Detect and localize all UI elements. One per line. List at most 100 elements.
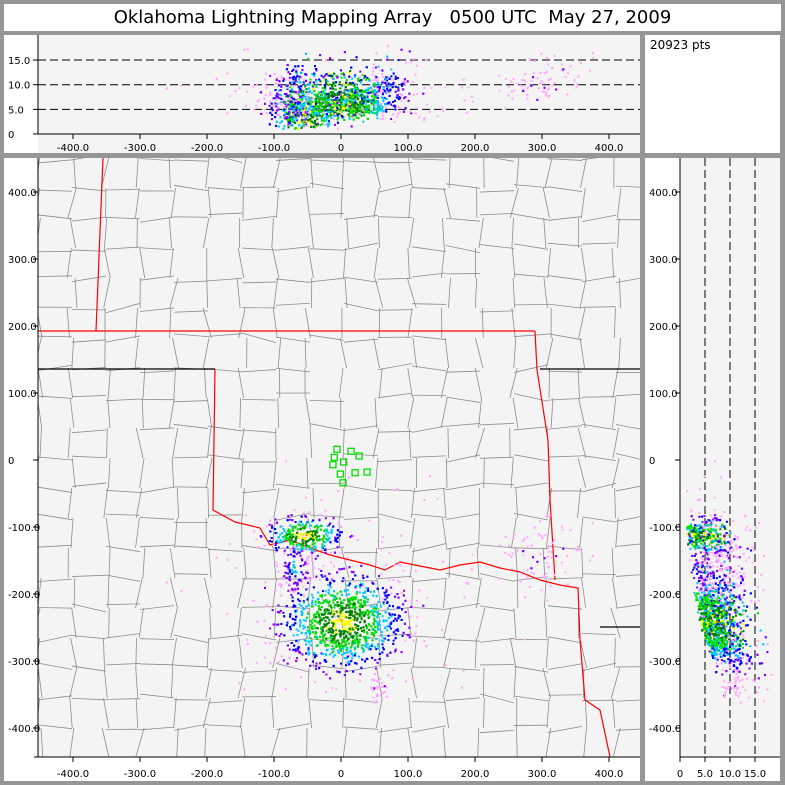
county-line	[139, 693, 175, 699]
top-source-point	[295, 68, 298, 71]
plan-source-point	[299, 524, 302, 527]
top-source-point	[292, 117, 295, 120]
top-source-point	[310, 108, 313, 111]
top-source-point	[378, 90, 381, 93]
top-source-point	[315, 102, 318, 105]
county-line	[513, 184, 549, 188]
county-line	[445, 572, 481, 580]
top-source-point	[282, 99, 285, 102]
county-line	[343, 276, 379, 283]
plan-source-point	[331, 632, 334, 635]
top-source-point	[309, 123, 312, 126]
top-source-point	[356, 96, 359, 99]
top-source-point	[277, 96, 280, 99]
top-source-point	[392, 104, 395, 107]
top-source-point	[385, 110, 388, 113]
top-source-point	[352, 82, 355, 85]
top-source-point	[546, 56, 549, 59]
top-source-point	[374, 102, 377, 105]
top-source-point	[284, 95, 287, 98]
top-source-point	[297, 65, 300, 68]
top-source-point	[383, 79, 386, 82]
top-source-point	[333, 94, 336, 97]
top-source-point	[371, 90, 374, 93]
top-source-point	[302, 107, 305, 110]
top-source-point	[313, 90, 316, 93]
top-source-point	[253, 108, 256, 111]
top-source-point	[375, 108, 378, 111]
top-source-point	[380, 107, 383, 110]
top-source-point	[346, 113, 349, 116]
top-source-point	[294, 101, 297, 104]
top-source-point	[313, 93, 316, 96]
top-source-point	[294, 65, 297, 68]
top-source-point	[303, 105, 306, 108]
county-line	[447, 427, 449, 459]
plan-source-point	[347, 628, 350, 631]
top-source-point	[408, 50, 411, 53]
plan-source-point	[299, 625, 302, 628]
top-source-point	[384, 103, 387, 106]
top-source-point	[328, 115, 331, 118]
top-source-point	[315, 100, 318, 103]
top-source-point	[402, 110, 405, 113]
top-source-point	[376, 90, 379, 93]
county-line	[511, 307, 516, 339]
county-line	[139, 247, 175, 251]
county-line	[38, 367, 44, 399]
plan-source-point	[377, 645, 380, 648]
top-source-point	[276, 92, 279, 95]
top-source-point	[308, 98, 311, 101]
county-line	[581, 242, 617, 245]
top-source-point	[285, 105, 288, 108]
top-source-point	[318, 98, 321, 101]
top-source-point	[270, 106, 273, 109]
top-source-point	[257, 98, 260, 101]
top-source-point	[423, 117, 426, 120]
plan-source-point	[361, 612, 364, 615]
top-source-point	[360, 94, 363, 97]
county-line	[67, 367, 74, 399]
county-line	[483, 697, 485, 729]
county-line	[169, 547, 176, 579]
top-source-point	[348, 75, 351, 78]
top-source-point	[363, 109, 366, 112]
county-line	[309, 182, 345, 190]
top-source-point	[324, 94, 327, 97]
county-line	[71, 158, 86, 161]
county-line	[205, 158, 210, 189]
top-source-point	[548, 87, 551, 90]
top-source-point	[528, 58, 531, 61]
top-source-point	[326, 117, 329, 120]
top-source-point	[363, 90, 366, 93]
county-line	[277, 337, 282, 369]
county-line	[141, 397, 144, 429]
county-line	[615, 393, 640, 397]
top-source-point	[350, 103, 353, 106]
top-source-point	[397, 98, 400, 101]
county-line	[38, 189, 73, 192]
top-source-point	[355, 107, 358, 110]
top-source-point	[271, 113, 274, 116]
top-source-point	[375, 52, 378, 55]
plan-source-point	[274, 589, 277, 592]
top-source-point	[215, 77, 218, 80]
top-source-point	[545, 92, 548, 95]
top-source-point	[341, 72, 344, 75]
county-line	[615, 517, 619, 549]
top-source-point	[394, 85, 397, 88]
top-source-point	[397, 59, 400, 62]
top-source-point	[297, 85, 300, 88]
top-source-point	[415, 64, 418, 67]
plan-source-point	[320, 627, 323, 630]
plan-source-point	[308, 511, 311, 514]
top-source-point	[333, 72, 336, 75]
plan-source-point	[523, 537, 526, 540]
top-source-point	[306, 124, 309, 127]
plan-source-point	[292, 588, 295, 591]
top-source-point	[292, 78, 295, 81]
top-source-point	[325, 113, 328, 116]
county-line	[343, 698, 379, 704]
top-source-point	[360, 81, 363, 84]
county-line	[511, 217, 514, 249]
